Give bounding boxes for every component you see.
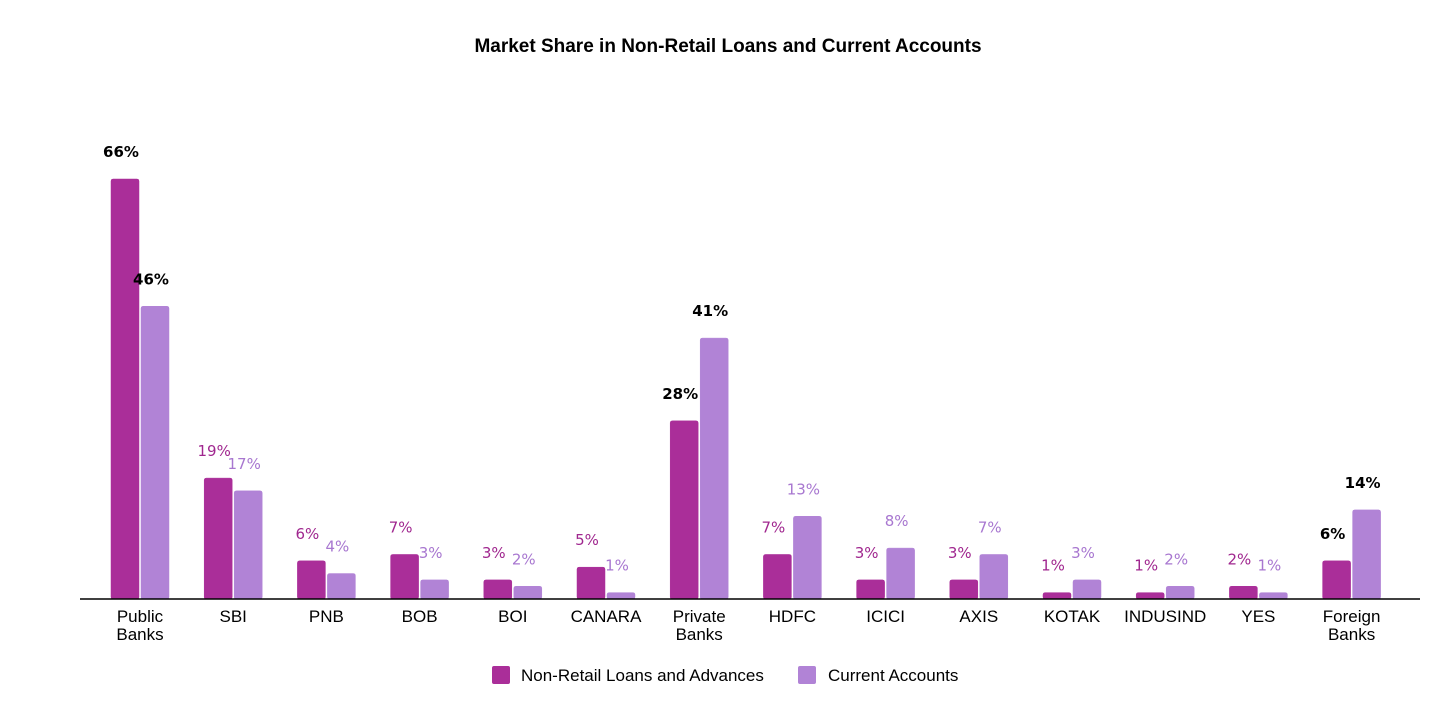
bar-non-retail-loans-and-advances-foreign-banks bbox=[1322, 560, 1351, 600]
data-label-current-accounts-boi: 2% bbox=[512, 550, 536, 568]
bar-current-accounts-public-banks bbox=[140, 306, 170, 600]
bar-current-accounts-foreign-banks bbox=[1352, 509, 1381, 600]
bar-current-accounts-kotak bbox=[1072, 579, 1102, 600]
x-tick-label-bob: BOB bbox=[402, 607, 438, 626]
bar-non-retail-loans-and-advances-pnb bbox=[297, 560, 326, 600]
bar-current-accounts-private-banks bbox=[699, 337, 729, 600]
x-tick-label-yes: YES bbox=[1241, 607, 1275, 626]
bar-current-accounts-bob bbox=[420, 579, 449, 600]
data-label-non-retail-loans-and-advances-public-banks: 66% bbox=[103, 143, 139, 161]
data-label-non-retail-loans-and-advances-axis: 3% bbox=[948, 544, 972, 562]
x-tick-label-hdfc: HDFC bbox=[769, 607, 816, 626]
bar-non-retail-loans-and-advances-kotak bbox=[1042, 592, 1072, 600]
data-label-non-retail-loans-and-advances-boi: 3% bbox=[482, 544, 506, 562]
x-tick-label-sbi: SBI bbox=[219, 607, 246, 626]
bars-group bbox=[110, 178, 1381, 600]
legend: Non-Retail Loans and Advances Current Ac… bbox=[492, 666, 958, 685]
x-tick-label-public-banks: Public Banks bbox=[116, 607, 163, 644]
bar-non-retail-loans-and-advances-sbi bbox=[203, 477, 233, 600]
chart-title: Market Share in Non-Retail Loans and Cur… bbox=[474, 36, 981, 57]
data-label-current-accounts-yes: 1% bbox=[1258, 557, 1282, 575]
bar-non-retail-loans-and-advances-boi bbox=[483, 579, 513, 600]
data-label-current-accounts-axis: 7% bbox=[978, 518, 1002, 536]
data-label-non-retail-loans-and-advances-sbi: 19% bbox=[198, 442, 231, 460]
legend-label-non-retail-loans: Non-Retail Loans and Advances bbox=[521, 666, 764, 685]
x-tick-label-pnb: PNB bbox=[309, 607, 344, 626]
bar-non-retail-loans-and-advances-canara bbox=[576, 566, 606, 600]
data-label-current-accounts-public-banks: 46% bbox=[133, 270, 169, 288]
bar-current-accounts-yes bbox=[1259, 592, 1288, 600]
bar-current-accounts-icici bbox=[886, 547, 915, 600]
data-label-current-accounts-private-banks: 41% bbox=[692, 302, 728, 320]
bar-non-retail-loans-and-advances-icici bbox=[856, 579, 885, 600]
data-label-current-accounts-icici: 8% bbox=[885, 512, 909, 530]
x-tick-label-boi: BOI bbox=[498, 607, 527, 626]
bar-non-retail-loans-and-advances-public-banks bbox=[110, 178, 140, 600]
data-label-non-retail-loans-and-advances-hdfc: 7% bbox=[762, 518, 786, 536]
data-label-current-accounts-sbi: 17% bbox=[228, 455, 261, 473]
x-tick-label-indusind: INDUSIND bbox=[1124, 607, 1206, 626]
data-label-current-accounts-indusind: 2% bbox=[1164, 550, 1188, 568]
data-label-current-accounts-pnb: 4% bbox=[326, 538, 350, 556]
bar-non-retail-loans-and-advances-axis bbox=[949, 579, 979, 600]
data-labels-group: 66% 46% 19%17% 6% 4% 7% 3% 3% 2% 5% 1% 28% 41% 7% 13% 3… bbox=[103, 143, 1381, 575]
legend-swatch-non-retail-loans bbox=[492, 666, 510, 684]
x-tick-label-kotak: KOTAK bbox=[1044, 607, 1101, 626]
data-label-non-retail-loans-and-advances-yes: 2% bbox=[1228, 550, 1252, 568]
data-label-current-accounts-bob: 3% bbox=[419, 544, 443, 562]
bar-non-retail-loans-and-advances-private-banks bbox=[669, 420, 699, 600]
x-tick-label-private-banks: Private Banks bbox=[673, 607, 726, 644]
bar-non-retail-loans-and-advances-indusind bbox=[1135, 592, 1165, 600]
legend-label-current-accounts: Current Accounts bbox=[828, 666, 958, 685]
x-tick-label-foreign-banks: Foreign Banks bbox=[1323, 607, 1381, 644]
data-label-current-accounts-hdfc: 13% bbox=[787, 480, 820, 498]
data-label-non-retail-loans-and-advances-icici: 3% bbox=[855, 544, 879, 562]
data-label-current-accounts-kotak: 3% bbox=[1071, 544, 1095, 562]
data-label-non-retail-loans-and-advances-bob: 7% bbox=[389, 518, 413, 536]
bar-current-accounts-hdfc bbox=[793, 516, 822, 600]
data-label-current-accounts-canara: 1% bbox=[605, 557, 629, 575]
data-label-non-retail-loans-and-advances-foreign-banks: 6% bbox=[1320, 525, 1345, 543]
data-label-non-retail-loans-and-advances-private-banks: 28% bbox=[662, 385, 698, 403]
x-tick-label-canara: CANARA bbox=[571, 607, 643, 626]
x-tick-label-axis: AXIS bbox=[959, 607, 998, 626]
x-tick-label-icici: ICICI bbox=[866, 607, 905, 626]
bar-current-accounts-canara bbox=[606, 592, 636, 600]
bar-non-retail-loans-and-advances-yes bbox=[1229, 586, 1258, 600]
bar-current-accounts-indusind bbox=[1165, 586, 1195, 600]
data-label-non-retail-loans-and-advances-canara: 5% bbox=[575, 531, 599, 549]
data-label-non-retail-loans-and-advances-pnb: 6% bbox=[296, 525, 320, 543]
data-label-non-retail-loans-and-advances-indusind: 1% bbox=[1134, 557, 1158, 575]
bar-current-accounts-axis bbox=[979, 554, 1009, 600]
bar-current-accounts-boi bbox=[513, 586, 543, 600]
data-label-current-accounts-foreign-banks: 14% bbox=[1345, 474, 1381, 492]
data-label-non-retail-loans-and-advances-kotak: 1% bbox=[1041, 557, 1065, 575]
bar-current-accounts-sbi bbox=[233, 490, 263, 600]
bar-non-retail-loans-and-advances-bob bbox=[390, 554, 419, 600]
x-tick-labels: Public Banks SBI PNB BOB BOI CANARA Private Bank… bbox=[116, 607, 1380, 644]
legend-swatch-current-accounts bbox=[798, 666, 816, 684]
bar-current-accounts-pnb bbox=[327, 573, 356, 600]
bar-non-retail-loans-and-advances-hdfc bbox=[763, 554, 792, 600]
